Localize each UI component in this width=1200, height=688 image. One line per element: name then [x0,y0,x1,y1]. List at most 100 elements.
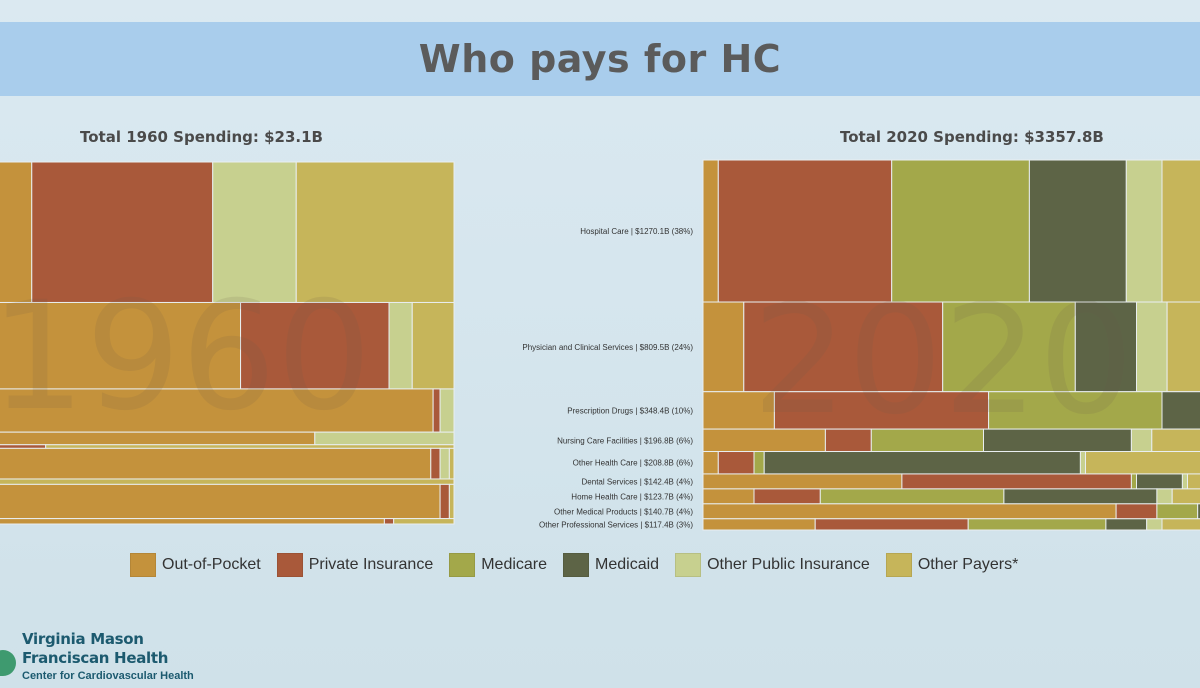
legend-item: Other Public Insurance [675,553,870,577]
legend: Out-of-Pocket Private Insurance Medicare Me… [130,550,1130,580]
c2020-cell-other-professional-services-other-payers- [1161,518,1200,531]
legend-item: Medicare [449,553,547,577]
c2020-cell-other-professional-services-other-public-insurance [1146,518,1163,531]
c2020-cell-home-health-care-medicare [819,488,1005,505]
c2020-cell-nursing-care-facilities-other-public-insurance [1130,428,1153,453]
category-label: Hospital Care | $1270.1B (38%) [580,227,693,236]
c2020-cell-other-medical-products-out-of-pocket [702,503,1117,520]
slide-title-bar: Who pays for HC [0,22,1200,96]
legend-swatch [885,553,912,577]
c2020-cell-hospital-care-private-insurance [717,159,893,303]
logo-name-line1: Virginia Mason [22,630,144,648]
legend-label: Out-of-Pocket [162,556,261,573]
category-label: Other Medical Products | $140.7B (4%) [554,507,693,516]
c2020-cell-other-health-care-out-of-pocket [702,451,719,475]
legend-swatch [449,553,476,577]
watermark-2020: 2020 [752,274,1134,448]
category-label: Other Health Care | $208.8B (6%) [573,459,694,468]
c1960-cell-other-professional-services-out-of-pocket [0,518,385,525]
legend-label: Other Payers* [917,556,1019,573]
c2020-cell-other-health-care-other-payers- [1085,451,1200,475]
c2020-cell-dental-services-other-public-insurance [1181,473,1189,490]
c2020-cell-other-health-care-medicaid [763,451,1081,475]
c1960-cell-dental-services-other-payers- [448,447,455,480]
c1960-cell-physician-and-clinical-services-other-payers- [411,301,455,390]
c2020-cell-hospital-care-medicaid [1028,159,1127,303]
legend-swatch [276,553,303,577]
c2020-cell-home-health-care-other-public-insurance [1156,488,1173,505]
category-label: Other Professional Services | $117.4B (3… [539,520,693,529]
c2020-cell-other-health-care-private-insurance [717,451,755,475]
c2020-cell-prescription-drugs-private-insurance [773,391,990,430]
legend-item: Out-of-Pocket [130,553,261,577]
logo: Virginia Mason Franciscan Health Center … [0,624,220,688]
c2020-cell-physician-and-clinical-services-out-of-pocket [702,301,745,393]
legend-label: Other Public Insurance [707,556,870,573]
c1960-cell-physician-and-clinical-services-other-public-insurance [388,301,413,390]
c2020-cell-prescription-drugs-out-of-pocket [702,391,775,430]
chart-1960 [0,161,455,525]
c2020-cell-home-health-care-other-payers- [1171,488,1200,505]
c2020-cell-prescription-drugs-medicaid [1161,391,1200,430]
c2020-cell-dental-services-out-of-pocket [702,473,903,490]
legend-item: Other Payers* [885,553,1019,577]
category-label: Dental Services | $142.4B (4%) [582,477,694,486]
c2020-cell-other-medical-products-medicare [1156,503,1199,520]
category-label: Home Health Care | $123.7B (4%) [571,492,693,501]
c2020-cell-physician-and-clinical-services-medicare [942,301,1076,393]
legend-swatch [130,553,156,577]
legend-item: Medicaid [563,553,659,577]
c1960-cell-other-medical-products-other-payers- [448,483,455,520]
c1960-cell-other-medical-products-out-of-pocket [0,483,441,520]
c2020-cell-hospital-care-other-public-insurance [1125,159,1163,303]
c2020-cell-other-health-care-medicare [753,451,765,475]
c2020-cell-other-professional-services-medicare [967,518,1107,531]
c2020-cell-other-medical-products-medicaid [1197,503,1200,520]
c2020-cell-dental-services-private-insurance [901,473,1132,490]
c2020-cell-physician-and-clinical-services-private-insurance [743,301,944,393]
c2020-cell-dental-services-medicare [1130,473,1138,490]
legend-swatch [675,553,702,577]
category-label: Prescription Drugs | $348.4B (10%) [567,406,693,415]
legend-item: Private Insurance [276,553,434,577]
c2020-cell-other-medical-products-private-insurance [1115,503,1158,520]
c2020-cell-nursing-care-facilities-other-payers- [1151,428,1200,453]
c1960-cell-physician-and-clinical-services-private-insurance [240,301,390,390]
legend-swatch [563,553,590,577]
c2020-cell-other-health-care-other-public-insurance [1079,451,1087,475]
c2020-cell-hospital-care-out-of-pocket [702,159,719,303]
c1960-cell-home-health-care-other-payers- [0,478,455,485]
c2020-cell-dental-services-medicaid [1136,473,1183,490]
logo-leaf-icon [0,650,16,676]
legend-label: Private Insurance [308,556,434,573]
c2020-cell-other-professional-services-medicaid [1105,518,1148,531]
c1960-cell-other-health-care-private-insurance [0,444,47,449]
legend-label: Medicaid [595,556,660,573]
c2020-cell-other-professional-services-out-of-pocket [702,518,816,531]
c2020-cell-home-health-care-private-insurance [753,488,821,505]
legend-label: Medicare [481,556,548,573]
c1960-cell-prescription-drugs-private-insurance [432,388,441,433]
c1960-cell-other-professional-services-other-payers- [393,518,455,525]
c2020-cell-physician-and-clinical-services-other-public-insurance [1136,301,1168,393]
c2020-cell-physician-and-clinical-services-other-payers- [1166,301,1200,393]
c2020-cell-hospital-care-other-payers- [1161,159,1200,303]
logo-subtitle: Center for Cardiovascular Health [22,670,194,682]
c1960-cell-dental-services-out-of-pocket [0,447,432,480]
c1960-cell-dental-services-private-insurance [430,447,441,480]
slide-title: Who pays for HC [418,37,782,81]
category-label: Nursing Care Facilities | $196.8B (6%) [557,436,693,445]
watermark-1960: 1960 [0,270,372,444]
logo-name-line2: Franciscan Health [22,649,169,667]
c2020-cell-hospital-care-medicare [891,159,1030,303]
category-label: Physician and Clinical Services | $809.5… [522,343,693,352]
panel-title-2020: Total 2020 Spending: $3357.8B [840,128,1104,146]
c2020-cell-home-health-care-out-of-pocket [702,488,755,505]
c1960-cell-other-medical-products-private-insurance [439,483,450,520]
c2020-cell-dental-services-other-payers- [1187,473,1200,490]
c2020-cell-home-health-care-medicaid [1003,488,1158,505]
c1960-cell-prescription-drugs-other-public-insurance [439,388,455,433]
chart-2020 [702,159,1200,531]
panel-title-1960: Total 1960 Spending: $23.1B [80,128,323,146]
